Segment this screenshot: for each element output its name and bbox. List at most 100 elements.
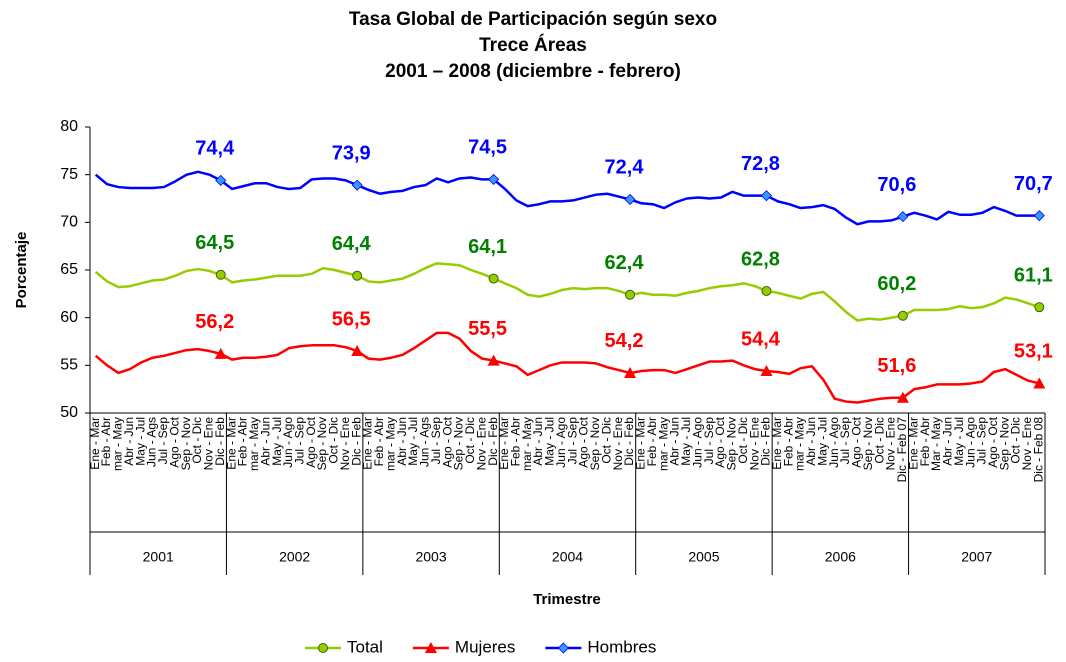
x-tick-label: Abr - Jun [258, 417, 272, 466]
group-label: 2005 [688, 549, 719, 565]
x-tick-label: May - Jul [406, 417, 420, 466]
x-tick-label: Sep - Nov [725, 417, 739, 470]
x-tick-label: Dic - Feb [622, 417, 636, 466]
data-label: 70,6 [877, 174, 916, 196]
y-tick-label: 75 [60, 166, 78, 183]
marker [896, 391, 909, 403]
x-tick-label: Jun - Ags [145, 417, 159, 467]
group-label: 2003 [415, 549, 446, 565]
x-tick-label: mar - May [793, 417, 807, 471]
data-label: 56,2 [195, 311, 234, 333]
data-label: 64,5 [195, 232, 234, 254]
x-tick-label: Ene - Mar [634, 417, 648, 470]
data-label: 51,6 [877, 355, 916, 377]
x-tick-label: Feb - Abr [509, 417, 523, 466]
marker [488, 173, 500, 185]
marker [897, 211, 909, 223]
x-tick-label: Dic - Feb [349, 417, 363, 466]
x-tick-label: Oct - Dic [599, 417, 613, 464]
chart-title: 2001 – 2008 (diciembre - febrero) [385, 61, 681, 82]
data-label: 73,9 [332, 142, 371, 164]
series-line [94, 331, 1040, 404]
y-tick-label: 65 [60, 261, 78, 278]
marker [1033, 210, 1045, 222]
y-tick-label: 55 [60, 357, 78, 374]
data-label: 72,4 [605, 157, 645, 179]
x-axis-title: Trimestre [533, 591, 601, 608]
data-label: 62,8 [741, 248, 780, 270]
x-tick-label: Jul - Sep [429, 417, 443, 465]
data-label: 64,1 [468, 236, 507, 258]
marker [761, 285, 772, 296]
x-tick-label: Abr - Jun [395, 417, 409, 466]
marker [1033, 377, 1046, 389]
group-label: 2007 [961, 549, 992, 565]
x-tick-label: Jun - Ago [690, 417, 704, 468]
group-label: 2006 [825, 549, 856, 565]
marker [351, 345, 364, 357]
x-tick-label: Ene - Mar [224, 417, 238, 470]
x-tick-label: Ago - Oct [304, 416, 318, 467]
x-tick-label: Oct - Dic [736, 417, 750, 464]
x-tick-label: Oct - Dic [463, 417, 477, 464]
x-tick-label: Ago - Oct [850, 416, 864, 467]
x-tick-label: Ene - Mar [88, 417, 102, 470]
x-tick-label: Jun - Ago [963, 417, 977, 468]
x-tick-label: Sep - Nov [588, 417, 602, 470]
data-label: 64,4 [332, 233, 372, 255]
data-label: 53,1 [1014, 341, 1053, 363]
legend-label: Mujeres [455, 637, 515, 656]
x-tick-label: Abr - Jun [122, 417, 136, 466]
x-tick-label: Dic - Feb 08 [1031, 417, 1045, 483]
y-tick-label: 80 [60, 118, 78, 135]
x-tick-label: Jun - Ago [554, 417, 568, 468]
marker [624, 193, 636, 206]
marker [215, 269, 226, 280]
x-tick-label: Ago - Oct [986, 416, 1000, 467]
marker [760, 190, 773, 202]
data-label: 72,8 [741, 153, 780, 175]
x-tick-label: May - Jul [815, 417, 829, 466]
x-tick-label: Nov - Ene [474, 417, 488, 471]
marker [760, 365, 773, 377]
x-tick-label: Dic - Feb [213, 417, 227, 466]
data-label: 54,2 [605, 330, 644, 352]
data-label: 61,1 [1014, 264, 1053, 286]
legend-marker [424, 642, 437, 653]
x-tick-label: Jun - Ago [827, 417, 841, 468]
x-tick-label: Dic - Feb [486, 417, 500, 466]
x-tick-label: May - Jul [952, 417, 966, 466]
x-tick-label: Oct - Dic [872, 417, 886, 464]
x-tick-label: Ago - Oct [440, 416, 454, 467]
x-tick-label: Nov - Ene [611, 417, 625, 471]
marker [897, 310, 908, 321]
x-tick-label: Nov - Ene [202, 417, 216, 471]
x-tick-label: Nov - Ene [884, 417, 898, 471]
x-tick-label: Feb - Abr [918, 417, 932, 466]
x-tick-label: Feb - Abr [781, 417, 795, 466]
x-tick-label: Ene - Mar [906, 417, 920, 470]
legend-label: Hombres [587, 637, 656, 656]
y-tick-label: 50 [60, 404, 78, 421]
x-tick-label: Ene - Mar [770, 417, 784, 470]
legend-marker [318, 643, 328, 653]
marker [352, 270, 363, 281]
marker [487, 354, 500, 366]
x-tick-label: Dic - Feb 07 [895, 417, 909, 483]
marker [488, 273, 499, 284]
x-tick-label: Jun - Ago [281, 417, 295, 468]
x-tick-label: Abr - Jun [804, 417, 818, 466]
legend-marker [557, 642, 569, 654]
x-tick-label: Jul - Sep [702, 417, 716, 465]
x-tick-label: Sep - Nov [997, 417, 1011, 470]
x-tick-label: Nov - Ene [747, 417, 761, 471]
x-tick-label: mar - May [247, 417, 261, 471]
x-tick-label: mar - May [520, 417, 534, 471]
y-axis-title: Porcentaje [13, 232, 30, 309]
data-label: 60,2 [877, 273, 916, 295]
x-tick-label: Jul - Sep [292, 417, 306, 465]
x-tick-label: Abr - Jun [531, 417, 545, 466]
group-label: 2004 [552, 549, 583, 565]
x-tick-label: Ene - Mar [497, 417, 511, 470]
